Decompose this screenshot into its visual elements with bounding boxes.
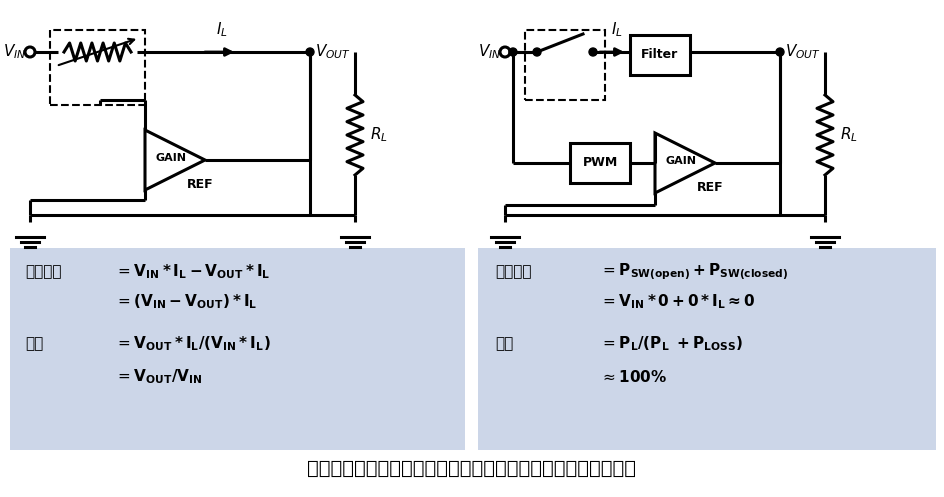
Circle shape	[532, 48, 540, 56]
Text: 效率: 效率	[25, 336, 43, 351]
Bar	[10, 248, 464, 450]
Bar	[525, 30, 604, 100]
Text: REF: REF	[696, 181, 722, 194]
Text: $= \mathbf{P_{SW(open)}+P_{SW(closed)}}$: $= \mathbf{P_{SW(open)}+P_{SW(closed)}}$	[599, 262, 787, 282]
Text: $I_L$: $I_L$	[611, 20, 622, 39]
Text: $\approx \mathbf{100\%}$: $\approx \mathbf{100\%}$	[599, 369, 666, 385]
Text: $= \mathbf{P_L/(P_L\ +P_{LOSS})}$: $= \mathbf{P_L/(P_L\ +P_{LOSS})}$	[599, 334, 742, 353]
Text: 与开关常闭合的线性整流器相比，开关整流器具有更高的效率！: 与开关常闭合的线性整流器相比，开关整流器具有更高的效率！	[307, 459, 636, 478]
Text: $V_{OUT}$: $V_{OUT}$	[784, 43, 820, 61]
Text: $= \mathbf{(V_{IN}-V_{OUT})*I_L}$: $= \mathbf{(V_{IN}-V_{OUT})*I_L}$	[115, 293, 257, 311]
Text: 损耗功率: 损耗功率	[25, 264, 61, 279]
Bar	[478, 248, 935, 450]
Bar	[569, 143, 630, 183]
Text: 损耗功率: 损耗功率	[495, 264, 531, 279]
Text: $V_{IN}$: $V_{IN}$	[3, 43, 26, 61]
Text: 效率: 效率	[495, 336, 513, 351]
Circle shape	[775, 48, 784, 56]
Text: $R_L$: $R_L$	[839, 126, 857, 144]
Text: GAIN: GAIN	[156, 153, 186, 163]
Text: $= \mathbf{V_{IN}*0+0*I_L\approx 0}$: $= \mathbf{V_{IN}*0+0*I_L\approx 0}$	[599, 293, 754, 311]
Text: $V_{OUT}$: $V_{OUT}$	[314, 43, 350, 61]
Circle shape	[306, 48, 313, 56]
Text: Filter: Filter	[641, 49, 678, 62]
Bar	[50, 30, 144, 105]
Text: $I_L$: $I_L$	[216, 20, 228, 39]
Text: $V_{IN}$: $V_{IN}$	[478, 43, 500, 61]
Circle shape	[588, 48, 597, 56]
Text: $= \mathbf{V_{OUT}/V_{IN}}$: $= \mathbf{V_{OUT}/V_{IN}}$	[115, 368, 202, 386]
Text: $R_L$: $R_L$	[370, 126, 387, 144]
Text: REF: REF	[187, 178, 213, 191]
Text: GAIN: GAIN	[665, 156, 696, 166]
Text: PWM: PWM	[582, 157, 617, 169]
Circle shape	[509, 48, 516, 56]
Text: $= \mathbf{V_{OUT}*I_L/(V_{IN}*I_L)}$: $= \mathbf{V_{OUT}*I_L/(V_{IN}*I_L)}$	[115, 334, 270, 353]
Bar	[630, 35, 689, 75]
Circle shape	[499, 47, 510, 57]
Text: $= \mathbf{V_{IN}*I_L-V_{OUT}*I_L}$: $= \mathbf{V_{IN}*I_L-V_{OUT}*I_L}$	[115, 262, 270, 281]
Circle shape	[25, 47, 35, 57]
